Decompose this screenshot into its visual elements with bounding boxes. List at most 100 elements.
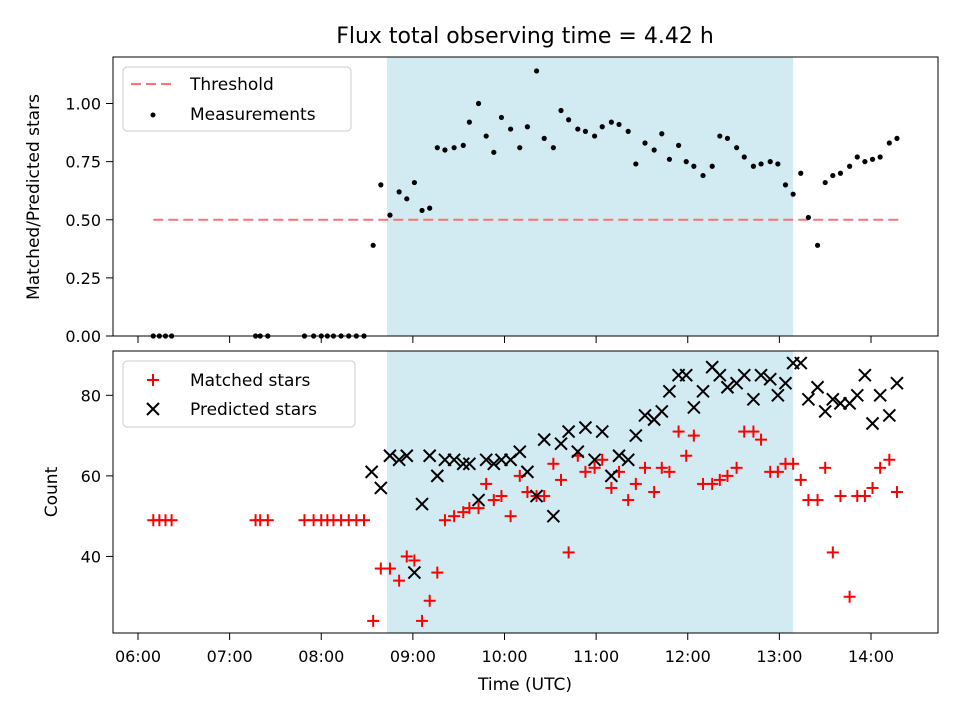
predicted-star-point bbox=[794, 356, 808, 370]
predicted-star-point bbox=[882, 408, 897, 423]
matched-star-point bbox=[663, 465, 676, 478]
predicted-star-point bbox=[422, 449, 437, 463]
measurement-point bbox=[524, 124, 531, 130]
predicted-star-point bbox=[595, 424, 609, 439]
legend-threshold-label: Threshold bbox=[189, 75, 274, 95]
matched-star-point bbox=[547, 457, 560, 470]
measurement-point bbox=[750, 163, 757, 169]
matched-star-point bbox=[890, 486, 903, 498]
top-legend: Threshold Measurements bbox=[122, 66, 352, 132]
measurement-point bbox=[558, 107, 564, 114]
measurement-point bbox=[599, 124, 605, 130]
matched-star-point bbox=[438, 514, 451, 527]
matched-star-point bbox=[655, 461, 668, 474]
predicted-star-point bbox=[471, 493, 486, 507]
legend-predicted-swatch bbox=[146, 402, 160, 416]
bottom-ytick-label: 40 bbox=[81, 547, 101, 566]
matched-star-point bbox=[622, 494, 635, 507]
predicted-star-point bbox=[818, 404, 832, 419]
measurement-point bbox=[434, 145, 440, 151]
measurement-point bbox=[782, 182, 789, 188]
measurement-point bbox=[724, 135, 731, 141]
measurement-point bbox=[814, 242, 821, 248]
predicted-star-point bbox=[778, 376, 793, 390]
measurement-point bbox=[675, 142, 682, 148]
bottom-panel: 40 60 80 06:00 07:00 08:00 09:00 10:00 11:00 12:… bbox=[42, 350, 939, 695]
bottom-axes-frame bbox=[112, 350, 939, 634]
matched-star-point bbox=[261, 514, 274, 527]
measurement-point bbox=[370, 242, 376, 248]
matched-star-point bbox=[416, 614, 429, 627]
x-tick-label: 11:00 bbox=[573, 647, 619, 666]
measurement-point bbox=[700, 172, 706, 179]
top-panel: 0.00 0.25 0.50 0.75 1.00 Matched/Predicted s… bbox=[24, 56, 939, 346]
measurement-point bbox=[508, 126, 514, 132]
predicted-star-point bbox=[374, 481, 388, 495]
measurement-point bbox=[651, 147, 657, 153]
measurement-point bbox=[378, 182, 384, 188]
predicted-star-point bbox=[638, 408, 652, 423]
predicted-star-point bbox=[771, 388, 785, 403]
matched-star-point bbox=[487, 494, 500, 507]
predicted-star-point bbox=[662, 384, 677, 398]
bottom-ytick-label: 60 bbox=[81, 467, 101, 486]
predicted-star-point bbox=[687, 400, 701, 415]
matched-star-point bbox=[472, 502, 485, 515]
legend-measurements-label: Measurements bbox=[190, 105, 316, 125]
matched-star-point bbox=[579, 465, 592, 478]
top-ytick-label: 0.50 bbox=[65, 211, 101, 230]
matched-star-point bbox=[866, 481, 879, 494]
measurement-point bbox=[427, 205, 433, 211]
matched-star-point bbox=[730, 461, 743, 474]
predicted-star-point bbox=[696, 384, 710, 398]
matched-star-point bbox=[165, 514, 178, 527]
predicted-star-point bbox=[873, 388, 887, 403]
bottom-ytick-label: 80 bbox=[81, 386, 101, 405]
measurement-point bbox=[550, 145, 556, 151]
measurement-point bbox=[822, 179, 828, 186]
measurement-point bbox=[830, 172, 836, 179]
measurement-point bbox=[625, 128, 631, 134]
matched-star-point bbox=[826, 546, 839, 559]
matched-star-point bbox=[638, 461, 651, 474]
predicted-star-point bbox=[890, 376, 904, 390]
measurement-point bbox=[894, 135, 900, 141]
matched-star-point bbox=[858, 490, 871, 503]
predicted-star-point bbox=[865, 416, 880, 431]
measurement-point bbox=[659, 131, 665, 137]
matched-star-point bbox=[687, 429, 700, 442]
measurement-point bbox=[466, 119, 472, 125]
predicted-star-point bbox=[578, 420, 593, 435]
measurement-point bbox=[775, 161, 781, 167]
top-ylabel: Matched/Predicted stars bbox=[24, 94, 44, 300]
measurement-point bbox=[877, 154, 883, 160]
matched-star-point bbox=[596, 453, 609, 466]
predicted-star-point bbox=[537, 432, 551, 447]
legend-measurements-swatch bbox=[150, 112, 156, 118]
measurement-point bbox=[533, 68, 540, 74]
predicted-star-point bbox=[858, 368, 872, 382]
measurement-point bbox=[411, 179, 418, 186]
predicted-star-point bbox=[810, 380, 825, 394]
predicted-star-point bbox=[430, 469, 445, 483]
measurement-point bbox=[396, 189, 402, 195]
matched-star-point bbox=[755, 433, 768, 446]
predicted-star-point bbox=[713, 368, 727, 382]
matched-star-point bbox=[680, 449, 693, 462]
predicted-star-point bbox=[763, 372, 777, 386]
measurement-point bbox=[451, 145, 457, 151]
measurement-point bbox=[798, 170, 804, 176]
predicted-star-point bbox=[826, 392, 840, 407]
matched-star-point bbox=[538, 490, 551, 503]
predicted-star-point bbox=[655, 404, 669, 419]
predicted-star-point bbox=[754, 368, 768, 382]
measurement-point bbox=[862, 159, 868, 165]
predicted-star-point bbox=[364, 465, 379, 479]
top-ytick-label: 0.25 bbox=[65, 269, 101, 288]
measurement-point bbox=[767, 159, 773, 165]
matched-star-point bbox=[605, 481, 618, 494]
legend-matched-swatch bbox=[147, 374, 159, 386]
measurement-point bbox=[591, 133, 598, 139]
top-ytick-label: 0.75 bbox=[65, 153, 101, 172]
matched-star-point bbox=[408, 554, 421, 567]
